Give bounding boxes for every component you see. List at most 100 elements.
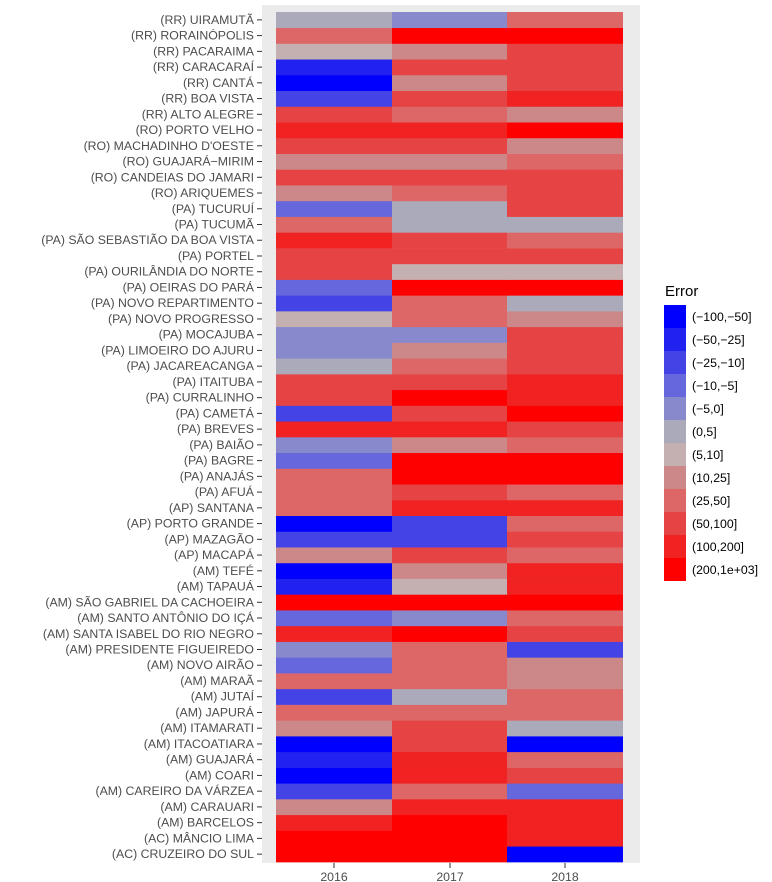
legend-title: Error <box>665 283 698 300</box>
legend-label: (50,100] <box>692 517 737 531</box>
heatmap-cell <box>276 279 392 296</box>
heatmap-cell <box>276 657 392 674</box>
heatmap-cell <box>276 263 392 280</box>
heatmap-cell <box>276 499 392 516</box>
y-tick-label: (PA) NOVO PROGRESSO <box>108 312 254 326</box>
heatmap-cell <box>507 295 623 312</box>
heatmap-cell <box>507 12 623 29</box>
y-tick-label: (AM) JAPURÁ <box>175 704 254 719</box>
heatmap-cell <box>392 358 508 375</box>
y-tick-label: (PA) PORTEL <box>178 249 254 263</box>
heatmap-cell <box>392 137 508 154</box>
heatmap-cell <box>276 43 392 60</box>
heatmap-cell <box>507 515 623 532</box>
heatmap-cell <box>507 342 623 359</box>
heatmap-cell <box>507 799 623 816</box>
y-tick-label: (RO) PORTO VELHO <box>136 123 254 137</box>
y-tick-label: (PA) MOCAJUBA <box>159 328 255 342</box>
legend-key <box>664 443 686 466</box>
y-tick-label: (AM) CARAUARI <box>160 800 254 814</box>
heatmap-cell <box>276 594 392 611</box>
heatmap-cell <box>392 846 508 863</box>
heatmap-cell <box>507 185 623 202</box>
x-axis: 2016 2017 2018 <box>320 863 579 882</box>
legend-key <box>664 420 686 443</box>
y-tick-label: (AM) COARI <box>185 768 254 782</box>
heatmap-cell <box>392 751 508 768</box>
heatmap-cell <box>507 389 623 406</box>
heatmap-cell <box>507 751 623 768</box>
heatmap-cell <box>392 799 508 816</box>
heatmap-cell <box>392 279 508 296</box>
heatmap-cell <box>392 90 508 107</box>
heatmap-cell <box>507 90 623 107</box>
y-tick-label: (RR) UIRAMUTÃ <box>160 13 254 27</box>
y-tick-label: (AM) ITACOATIARA <box>144 737 255 751</box>
y-tick-label: (RO) GUAJARÁ−MIRIM <box>122 154 254 169</box>
y-tick-label: (AM) GUAJARÁ <box>166 752 255 767</box>
heatmap-cell <box>276 90 392 107</box>
heatmap-cell <box>392 295 508 312</box>
y-tick-label: (RR) RORAINÓPOLIS <box>131 28 254 43</box>
legend-label: (−100,−50] <box>692 310 752 324</box>
y-tick-label: (AP) PORTO GRANDE <box>127 517 254 531</box>
legend: Error (−100,−50] (−50,−25] (−25,−10] (−10,−… <box>664 283 758 581</box>
y-tick-label: (PA) SÃO SEBASTIÃO DA BOA VISTA <box>41 233 255 247</box>
heatmap-cell <box>392 12 508 29</box>
heatmap-cell <box>276 27 392 44</box>
heatmap-cell <box>276 122 392 139</box>
y-tick-label: (AM) ITAMARATI <box>160 721 254 735</box>
heatmap-cell <box>392 562 508 579</box>
legend-key <box>664 305 686 328</box>
heatmap-cell <box>507 326 623 343</box>
heatmap-cell <box>392 232 508 249</box>
y-tick-label: (AM) TAPAUÁ <box>177 579 255 594</box>
y-tick-label: (PA) OEIRAS DO PARÁ <box>123 279 255 294</box>
heatmap-cell <box>507 153 623 170</box>
legend-label: (−50,−25] <box>692 333 745 347</box>
y-tick-label: (AP) SANTANA <box>169 501 255 515</box>
heatmap-cell <box>276 405 392 422</box>
heatmap-cell <box>392 263 508 280</box>
y-tick-label: (AM) SANTA ISABEL DO RIO NEGRO <box>43 627 254 641</box>
heatmap-cell <box>276 437 392 454</box>
x-tick-label: 2018 <box>551 870 579 882</box>
heatmap-cell <box>392 200 508 217</box>
y-tick-label: (RR) CARACARAÍ <box>153 59 255 74</box>
legend-key <box>664 328 686 351</box>
y-tick-label: (RR) CANTÁ <box>183 75 255 90</box>
heatmap-cell <box>276 248 392 265</box>
heatmap-cell <box>507 484 623 501</box>
heatmap-cell <box>276 169 392 186</box>
x-tick-label: 2016 <box>320 870 348 882</box>
heatmap-cell <box>507 74 623 91</box>
y-tick-label: (PA) TUCURUÍ <box>172 201 255 216</box>
heatmap-cell <box>507 200 623 217</box>
heatmap-cell <box>507 374 623 391</box>
heatmap-cell <box>507 531 623 548</box>
heatmap-cell <box>392 468 508 485</box>
heatmap-cell <box>507 27 623 44</box>
legend-label: (−5,0] <box>692 402 724 416</box>
heatmap-cell <box>276 767 392 784</box>
heatmap-cell <box>392 106 508 123</box>
legend-key <box>664 512 686 535</box>
heatmap-cell <box>276 12 392 29</box>
heatmap-cell <box>507 562 623 579</box>
heatmap-cell <box>507 437 623 454</box>
y-tick-label: (RR) ALTO ALEGRE <box>142 107 254 121</box>
heatmap-cell <box>507 783 623 800</box>
heatmap-cell <box>392 405 508 422</box>
heatmap-cell <box>392 688 508 705</box>
heatmap-cell <box>392 531 508 548</box>
legend-label: (0,5] <box>692 425 717 439</box>
heatmap-cell <box>392 499 508 516</box>
y-tick-label: (PA) BAIÃO <box>189 438 254 452</box>
heatmap-cell <box>276 389 392 406</box>
heatmap-cell <box>276 641 392 658</box>
heatmap-cell <box>507 657 623 674</box>
heatmap-cell <box>392 59 508 76</box>
heatmap-cell <box>507 122 623 139</box>
heatmap-cell <box>276 814 392 831</box>
heatmap-cell <box>276 374 392 391</box>
